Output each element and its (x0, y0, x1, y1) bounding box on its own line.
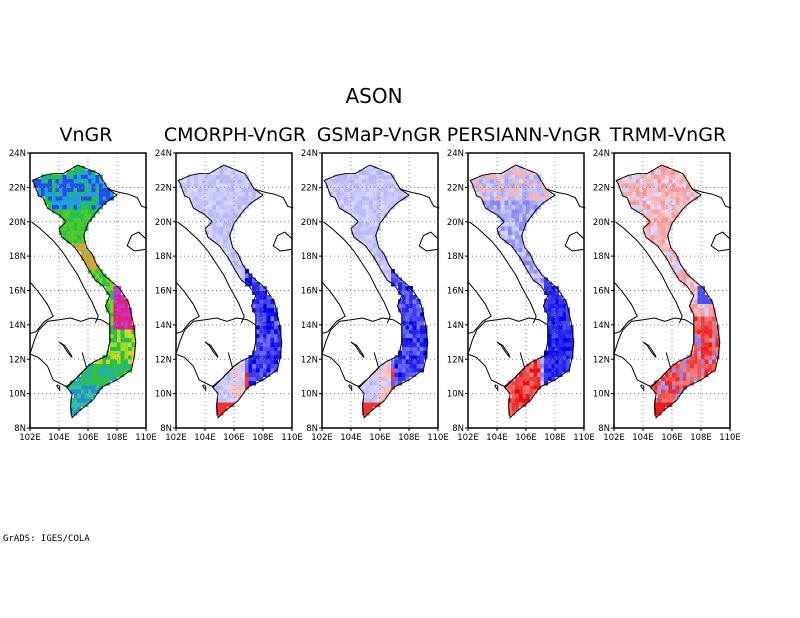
lon-tick-label: 108E (690, 433, 712, 443)
map-panel-0: 8N 10N 12N 14N 16N 18N 20N 22N 24N 102E 104E 106E 10… (9, 149, 157, 443)
lon-tick-label: 110E (281, 433, 303, 443)
lat-tick-label: 22N (155, 183, 172, 193)
panel-title-gsmap: GSMaP-VnGR (316, 124, 442, 146)
panel-title-vngr: VnGR (59, 124, 113, 146)
lat-tick-label: 12N (447, 355, 464, 365)
panel-title-cmorph: CMORPH-VnGR (163, 124, 307, 146)
lat-tick-label: 16N (593, 287, 610, 297)
lon-tick-label: 102E (457, 433, 479, 443)
lat-tick-label: 10N (155, 390, 172, 400)
coastlines (613, 164, 732, 419)
lon-tick-label: 110E (427, 433, 449, 443)
lat-tick-label: 12N (9, 355, 26, 365)
lat-tick-label: 20N (155, 218, 172, 228)
grid-lines (30, 153, 146, 428)
lon-tick-label: 110E (135, 433, 157, 443)
lat-tick-label: 20N (301, 218, 318, 228)
lat-tick-label: 12N (593, 355, 610, 365)
lat-tick-label: 8N (160, 424, 172, 434)
lat-tick-label: 14N (447, 321, 464, 331)
lat-tick-label: 10N (301, 390, 318, 400)
lat-tick-label: 16N (301, 287, 318, 297)
map-panel-2: 8N 10N 12N 14N 16N 18N 20N 22N 24N 102E 104E 106E 10… (301, 149, 449, 443)
coastlines (29, 164, 148, 419)
lat-tick-label: 8N (452, 424, 464, 434)
panel-title-trmm: TRMM-VnGR (609, 124, 727, 146)
coastlines (467, 164, 586, 419)
grid-lines (176, 153, 292, 428)
lat-tick-label: 18N (155, 252, 172, 262)
lat-tick-label: 16N (447, 287, 464, 297)
lon-tick-label: 106E (223, 433, 245, 443)
lat-tick-label: 16N (9, 287, 26, 297)
grads-credit: GrADS: IGES/COLA (3, 534, 90, 544)
lon-tick-label: 104E (194, 433, 216, 443)
lat-tick-label: 18N (447, 252, 464, 262)
grid-cells (179, 165, 282, 416)
lon-tick-label: 110E (719, 433, 741, 443)
lon-tick-label: 106E (661, 433, 683, 443)
lat-tick-label: 10N (593, 390, 610, 400)
lat-tick-label: 12N (301, 355, 318, 365)
lon-tick-label: 102E (311, 433, 333, 443)
lon-tick-label: 108E (398, 433, 420, 443)
lat-tick-label: 8N (598, 424, 610, 434)
grid-cells (617, 165, 720, 416)
lon-tick-label: 104E (632, 433, 654, 443)
lat-tick-label: 20N (593, 218, 610, 228)
lon-tick-label: 108E (106, 433, 128, 443)
lat-tick-label: 22N (301, 183, 318, 193)
lon-tick-label: 104E (340, 433, 362, 443)
lat-tick-label: 20N (9, 218, 26, 228)
lon-tick-label: 106E (77, 433, 99, 443)
figure-title: ASON (345, 84, 403, 108)
grid-lines (614, 153, 730, 428)
lat-tick-label: 24N (155, 149, 172, 159)
lat-tick-label: 22N (593, 183, 610, 193)
lon-tick-label: 102E (19, 433, 41, 443)
lat-tick-label: 16N (155, 287, 172, 297)
lat-tick-label: 10N (447, 390, 464, 400)
coastlines (321, 164, 440, 419)
lat-tick-label: 14N (9, 321, 26, 331)
map-panel-1: 8N 10N 12N 14N 16N 18N 20N 22N 24N 102E 104E 106E 10… (155, 149, 303, 443)
map-panel-4: 8N 10N 12N 14N 16N 18N 20N 22N 24N 102E 104E 106E 10… (593, 149, 741, 443)
lon-tick-label: 106E (515, 433, 537, 443)
lat-tick-label: 8N (14, 424, 26, 434)
lat-tick-label: 8N (306, 424, 318, 434)
lat-tick-label: 14N (155, 321, 172, 331)
lat-tick-label: 18N (9, 252, 26, 262)
lat-tick-label: 14N (301, 321, 318, 331)
lat-tick-label: 22N (9, 183, 26, 193)
lat-tick-label: 24N (593, 149, 610, 159)
lon-tick-label: 106E (369, 433, 391, 443)
grid-lines (468, 153, 584, 428)
lat-tick-label: 20N (447, 218, 464, 228)
lat-tick-label: 12N (155, 355, 172, 365)
lat-tick-label: 22N (447, 183, 464, 193)
lon-tick-label: 102E (603, 433, 625, 443)
panel-title-persiann: PERSIANN-VnGR (446, 124, 602, 146)
grid-lines (322, 153, 438, 428)
lon-tick-label: 108E (252, 433, 274, 443)
lat-tick-label: 24N (301, 149, 318, 159)
lon-tick-label: 104E (486, 433, 508, 443)
lat-tick-label: 18N (593, 252, 610, 262)
lon-tick-label: 102E (165, 433, 187, 443)
lon-tick-label: 104E (48, 433, 70, 443)
lon-tick-label: 110E (573, 433, 595, 443)
lat-tick-label: 24N (9, 149, 26, 159)
map-panel-3: 8N 10N 12N 14N 16N 18N 20N 22N 24N 102E 104E 106E 10… (447, 149, 595, 443)
lat-tick-label: 18N (301, 252, 318, 262)
lat-tick-label: 14N (593, 321, 610, 331)
lat-tick-label: 10N (9, 390, 26, 400)
lon-tick-label: 108E (544, 433, 566, 443)
lat-tick-label: 24N (447, 149, 464, 159)
